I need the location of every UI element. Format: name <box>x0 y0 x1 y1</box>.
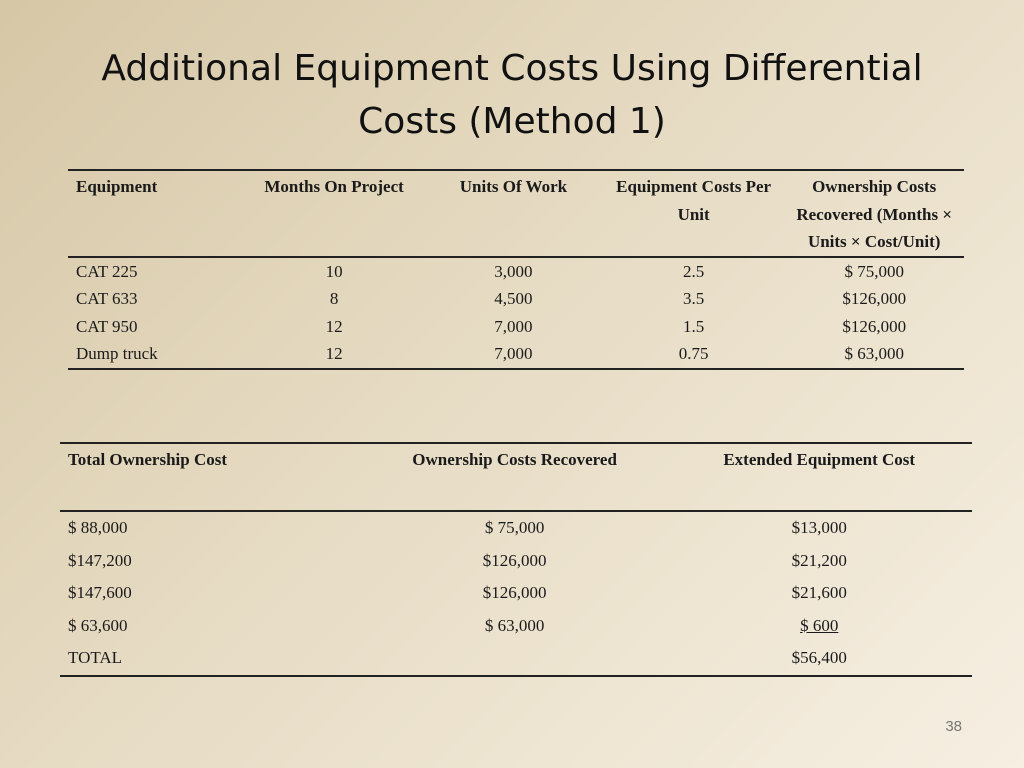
cell-total-ownership: $ 88,000 <box>68 518 128 538</box>
cell-extended-cost: $13,000 <box>791 518 847 538</box>
cell-equipment: CAT 225 <box>76 261 138 281</box>
cell-units: 4,500 <box>494 289 533 308</box>
cell-total-label: TOTAL <box>68 648 123 668</box>
table-header-row: Total Ownership Cost Ownership Costs Rec… <box>60 443 972 511</box>
cell-units: 7,000 <box>494 344 533 363</box>
cell-cost-per-unit: 2.5 <box>683 261 705 281</box>
cell-equipment: Dump truck <box>76 344 158 363</box>
slide-title: Additional Equipment Costs Using Differe… <box>60 42 964 148</box>
cell-total-ownership: $147,600 <box>68 583 132 603</box>
column-header-ownership-recovered: Ownership Costs Recovered <box>412 450 617 469</box>
table-row: $147,200 $126,000 $21,200 <box>60 545 972 578</box>
column-header-ownership-recovered: Ownership Costs Recovered (Months × Unit… <box>796 177 953 251</box>
cell-extended-cost: $21,600 <box>791 583 847 603</box>
cell-empty <box>363 642 667 676</box>
cell-units: 7,000 <box>494 316 533 336</box>
cell-total-ownership: $ 63,600 <box>68 615 128 635</box>
cell-ownership-recovered: $ 75,000 <box>484 518 545 538</box>
cell-months: 12 <box>325 344 343 363</box>
total-row: TOTAL $56,400 <box>60 642 972 676</box>
slide-title-line-1: Additional Equipment Costs Using Differe… <box>101 48 923 89</box>
slide-title-line-2: Costs (Method 1) <box>358 101 666 142</box>
table-row: CAT 225 10 3,000 2.5 $ 75,000 <box>68 257 964 286</box>
column-header-cost-per-unit: Equipment Costs Per Unit <box>616 177 772 224</box>
column-header-total-ownership: Total Ownership Cost <box>68 450 228 469</box>
table-row: $ 63,600 $ 63,000 $ 600 <box>60 610 972 643</box>
underlined-subtotal: $ 600 <box>800 615 839 635</box>
table-row: $147,600 $126,000 $21,600 <box>60 577 972 610</box>
cell-ownership-recovered: $ 63,000 <box>484 615 545 635</box>
cell-grand-total: $56,400 <box>791 648 847 668</box>
column-header-units: Units Of Work <box>459 177 568 196</box>
table-header-row: Equipment Months On Project Units Of Wor… <box>68 170 964 257</box>
cell-equipment: CAT 633 <box>76 289 138 308</box>
cell-ownership-recovered: $126,000 <box>842 316 907 336</box>
equipment-cost-table: Equipment Months On Project Units Of Wor… <box>68 169 964 370</box>
cell-ownership-recovered: $126,000 <box>482 583 547 603</box>
cell-ownership-recovered: $ 75,000 <box>844 261 904 281</box>
cell-extended-cost: $ 600 <box>666 610 972 643</box>
cell-cost-per-unit: 3.5 <box>683 289 705 308</box>
table-row: CAT 633 8 4,500 3.5 $126,000 <box>68 285 964 313</box>
cell-equipment: CAT 950 <box>76 316 138 336</box>
table-row: Dump truck 12 7,000 0.75 $ 63,000 <box>68 340 964 369</box>
cell-months: 8 <box>329 289 339 308</box>
cell-ownership-recovered: $126,000 <box>842 289 907 308</box>
cell-months: 12 <box>325 316 343 336</box>
cell-units: 3,000 <box>494 261 533 281</box>
cell-months: 10 <box>325 261 343 281</box>
column-header-months: Months On Project <box>264 177 404 196</box>
page-number: 38 <box>945 718 962 735</box>
table-row: CAT 950 12 7,000 1.5 $126,000 <box>68 313 964 341</box>
column-header-equipment: Equipment <box>76 177 158 196</box>
cell-ownership-recovered: $126,000 <box>482 550 547 570</box>
cell-ownership-recovered: $ 63,000 <box>844 344 904 363</box>
cell-extended-cost: $21,200 <box>791 550 847 570</box>
cell-cost-per-unit: 1.5 <box>683 316 705 336</box>
table-row: $ 88,000 $ 75,000 $13,000 <box>60 511 972 545</box>
cell-cost-per-unit: 0.75 <box>678 344 709 363</box>
column-header-extended-cost: Extended Equipment Cost <box>723 450 916 469</box>
cell-total-ownership: $147,200 <box>68 550 132 570</box>
extended-cost-table: Total Ownership Cost Ownership Costs Rec… <box>60 442 972 677</box>
